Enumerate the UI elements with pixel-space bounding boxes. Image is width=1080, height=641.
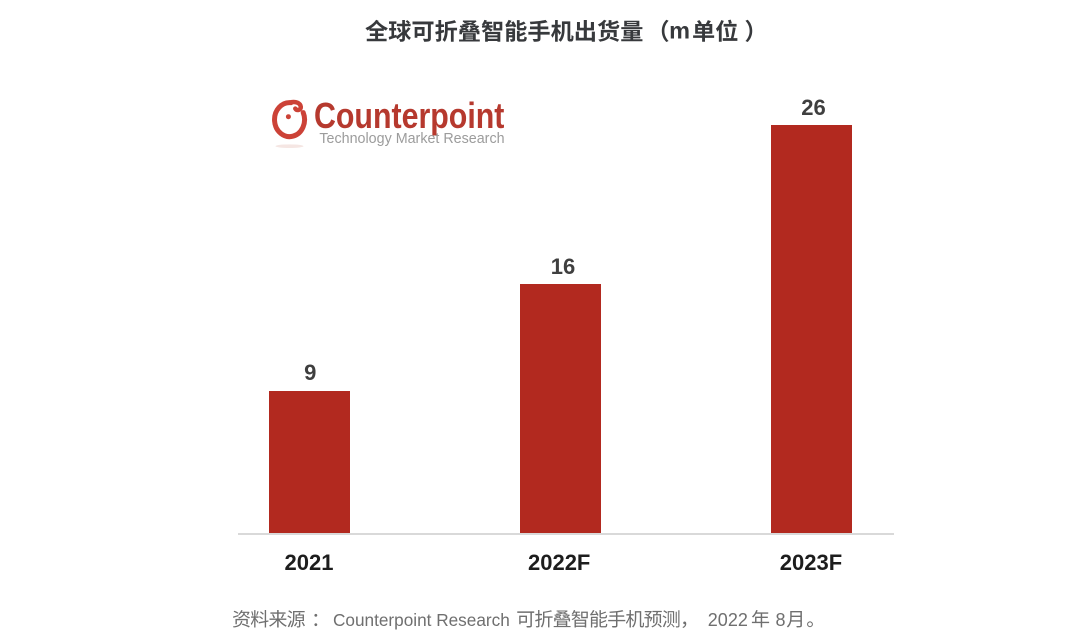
svg-text:m: m (669, 18, 690, 44)
svg-text:8: 8 (776, 610, 786, 630)
svg-text:Counterpoint Research: Counterpoint Research (333, 610, 510, 630)
svg-text:2022: 2022 (708, 610, 748, 630)
